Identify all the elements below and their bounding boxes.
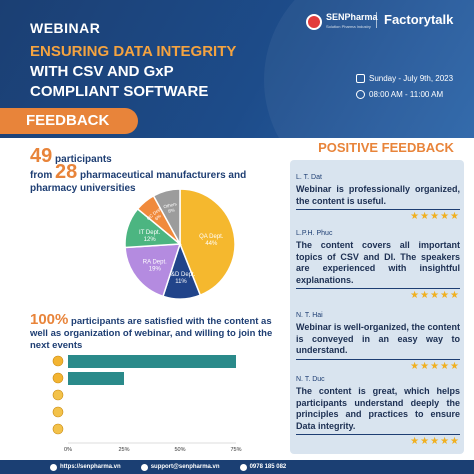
emoji-satisfied-icon xyxy=(52,372,64,384)
event-time-row: 08:00 AM - 11:00 AM xyxy=(356,86,453,102)
reviewer-name: L. T. Dat xyxy=(296,174,322,181)
feedback-section-tab: FEEDBACK xyxy=(0,108,138,134)
satisfied-percent: 100% xyxy=(30,311,69,328)
header-decoration xyxy=(264,0,474,138)
review-comment: The content is great, which helps partic… xyxy=(296,386,460,435)
feedback-card: N. T. Hai Webinar is well-organized, the… xyxy=(296,312,460,372)
pie-slice xyxy=(152,188,181,245)
pie-slice-value: 12% xyxy=(144,237,157,243)
reviewer-name: N. T. Duc xyxy=(296,376,325,383)
feedback-card: N. T. Duc The content is great, which he… xyxy=(296,376,460,447)
emoji-very-satisfied-icon xyxy=(52,355,64,367)
feedback-card: L. T. Dat Webinar is professionally orga… xyxy=(296,174,460,222)
senpharma-logo: SENPharma Solution Pharma Industry xyxy=(306,12,378,32)
reviewer-name: N. T. Hai xyxy=(296,312,323,319)
pie-slice-label: RA Dept. xyxy=(143,260,167,266)
participants-word: participants xyxy=(55,154,112,165)
feedback-card: L.P.H. Phuc The content covers all impor… xyxy=(296,230,460,301)
title-line-1: ENSURING DATA INTEGRITY xyxy=(30,43,237,60)
companies-text: pharmaceutical manufacturers and pharmac… xyxy=(30,170,247,194)
emoji-very-dissatisfied-icon xyxy=(52,423,64,435)
pie-slice-value: 8% xyxy=(168,207,176,213)
x-tick-label: 50% xyxy=(174,447,185,453)
emoji-neutral-icon xyxy=(52,389,64,401)
x-tick-label: 75% xyxy=(230,447,241,453)
review-comment: The content covers all important topics … xyxy=(296,240,460,289)
pie-slice-label: R&D Dept. xyxy=(167,272,196,278)
satisfied-text: participants are satisfied with the cont… xyxy=(30,316,273,351)
participants-number: 49 xyxy=(30,145,53,167)
satisfaction-stat: 100% participants are satisfied with the… xyxy=(30,311,280,352)
event-title: ENSURING DATA INTEGRITY WITH CSV AND GxP… xyxy=(30,42,270,102)
star-rating-icon: ★★★★★ xyxy=(410,211,460,222)
title-line-3: COMPLIANT SOFTWARE xyxy=(30,83,209,100)
clock-icon xyxy=(356,89,365,99)
webinar-label: WEBINAR xyxy=(30,20,101,36)
footer-email[interactable]: support@senpharma.vn xyxy=(140,463,220,471)
star-rating-icon: ★★★★★ xyxy=(410,290,460,301)
event-date-row: Sunday - July 9th, 2023 xyxy=(356,70,453,86)
department-pie-chart: QA Dept. 44% R&D Dept. 11% RA Dept. 19% IT Dep… xyxy=(100,186,270,302)
senpharma-logo-icon xyxy=(306,14,322,30)
event-date: Sunday - July 9th, 2023 xyxy=(369,73,454,83)
globe-icon xyxy=(50,463,57,471)
event-time: 08:00 AM - 11:00 AM xyxy=(369,89,444,99)
pie-slice-label: Others xyxy=(163,201,178,209)
positive-feedback-title: POSITIVE FEEDBACK xyxy=(318,140,454,155)
star-rating-icon: ★★★★★ xyxy=(410,436,460,447)
pie-slice xyxy=(124,243,182,298)
pie-slice-value: 44% xyxy=(205,241,218,247)
x-tick-label: 0% xyxy=(64,447,72,453)
bar-very-satisfied xyxy=(68,355,236,368)
star-rating-icon: ★★★★★ xyxy=(410,360,460,372)
bar-svg: 0% 25% 50% 75% xyxy=(52,355,242,453)
title-line-2: WITH CSV AND GxP xyxy=(30,63,174,80)
pie-slice-value: 11% xyxy=(175,279,187,285)
event-meta: Sunday - July 9th, 2023 08:00 AM - 11:00… xyxy=(356,70,453,102)
pie-slice-value: 19% xyxy=(149,267,162,273)
pie-slice-label: QA Dept. xyxy=(199,234,224,240)
pie-svg: QA Dept.44% R&D Dept.11% RA Dept.19% IT Dep… xyxy=(124,188,236,300)
emoji-dissatisfied-icon xyxy=(52,406,64,418)
calendar-icon xyxy=(356,73,365,83)
from-prefix: from xyxy=(30,170,53,181)
senpharma-tagline: Solution Pharma Industry xyxy=(326,24,371,29)
phone-icon xyxy=(239,463,247,471)
brand-divider xyxy=(376,12,377,28)
satisfaction-bar-chart: 0% 25% 50% 75% xyxy=(50,350,250,456)
footer: https://senpharma.vn support@senpharma.v… xyxy=(0,460,474,474)
x-tick-label: 25% xyxy=(118,447,129,453)
pie-slice-value: 6% xyxy=(154,213,162,221)
reviewer-name: L.P.H. Phuc xyxy=(296,230,333,237)
participants-stat: 49 participants from 28 pharmaceutical m… xyxy=(30,146,280,195)
mail-icon xyxy=(140,463,148,471)
pie-slice-label: IT Dept. xyxy=(139,230,161,236)
factorytalk-logo: Factorytalk xyxy=(384,12,454,27)
footer-website[interactable]: https://senpharma.vn xyxy=(50,463,121,471)
bar-satisfied xyxy=(68,372,124,385)
review-comment: Webinar is professionally organized, the… xyxy=(296,184,460,210)
senpharma-name: SENPharma xyxy=(326,12,378,22)
pie-slice xyxy=(179,188,236,297)
companies-number: 28 xyxy=(55,161,78,183)
review-comment: Webinar is well-organized, the content i… xyxy=(296,322,460,360)
footer-phone[interactable]: 0978 185 082 xyxy=(239,463,286,471)
